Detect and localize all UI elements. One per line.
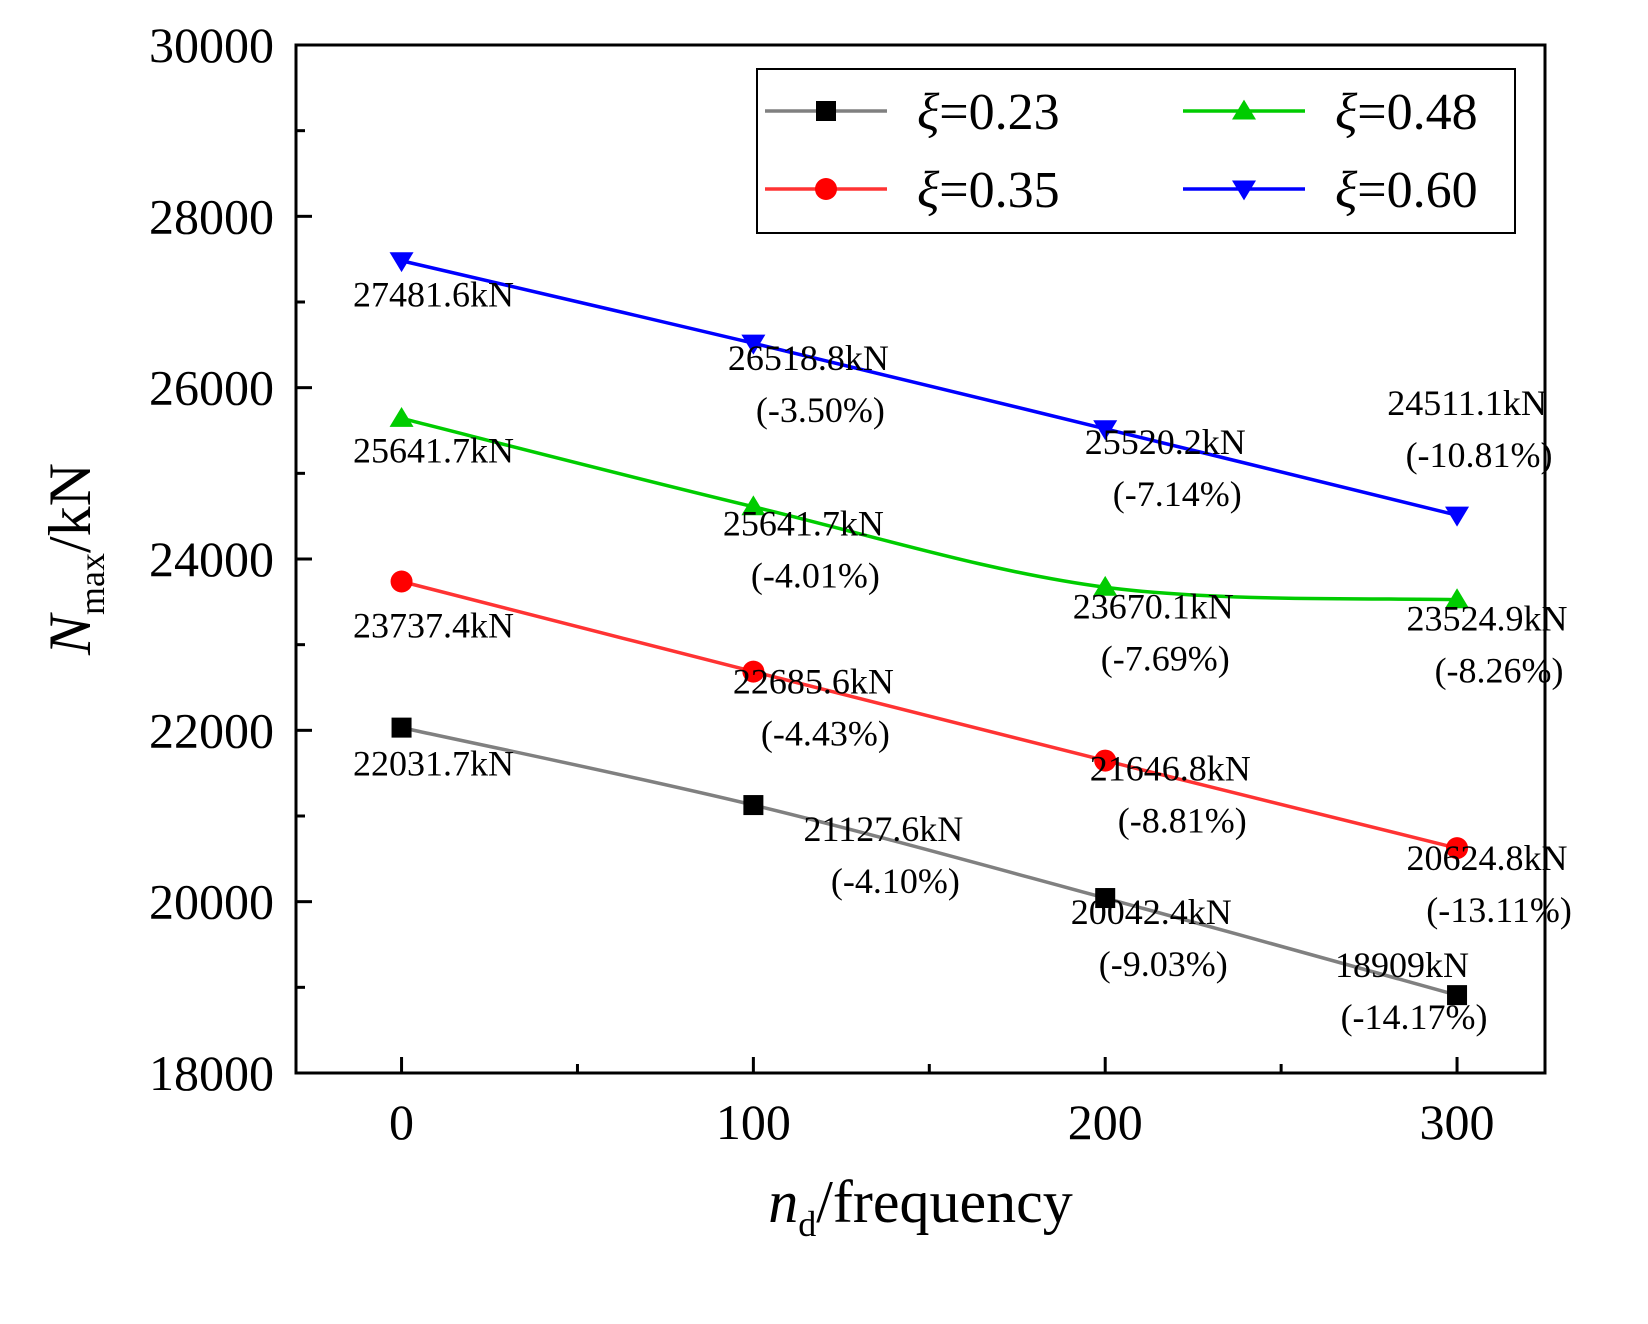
y-tick-label: 30000 <box>149 17 274 73</box>
data-label: (-4.01%) <box>751 556 880 596</box>
data-label: 23670.1kN <box>1073 586 1234 626</box>
legend-symbol: ξ <box>917 162 940 219</box>
data-point <box>1093 420 1118 441</box>
legend-item: ξ=0.23 <box>765 84 1060 141</box>
x-axis-title: nd/frequency <box>768 1169 1073 1244</box>
data-label: 20624.8kN <box>1407 838 1568 878</box>
x-tick-label: 100 <box>716 1094 791 1150</box>
data-label: 21646.8kN <box>1090 749 1251 789</box>
data-label: 25641.7kN <box>723 504 884 544</box>
legend-box <box>756 68 1516 234</box>
data-label: (-8.26%) <box>1435 651 1564 691</box>
data-label: (-4.43%) <box>761 714 890 754</box>
legend-label: ξ=0.35 <box>917 162 1060 219</box>
y-axis-title: Nmax/kN <box>37 463 112 656</box>
y-axis-title-subscript: max <box>72 553 112 615</box>
data-label: 25641.7kN <box>353 430 514 470</box>
x-tick-label: 0 <box>389 1094 414 1150</box>
legend-marker <box>815 178 837 200</box>
legend-value: =0.60 <box>1357 162 1477 219</box>
data-label: 22685.6kN <box>733 662 894 702</box>
series-line-2 <box>401 416 1458 602</box>
data-point <box>1095 888 1116 909</box>
y-tick-label: 28000 <box>149 188 274 244</box>
data-label: 20042.4kN <box>1071 892 1232 932</box>
data-label: 21127.6kN <box>804 809 964 849</box>
series-line-0 <box>401 725 1458 997</box>
legend-value: =0.23 <box>939 84 1059 141</box>
plot-area-frame <box>294 43 1547 1075</box>
y-axis-title-symbol: N <box>37 612 103 656</box>
data-point <box>742 660 765 683</box>
data-label: (-13.11%) <box>1426 890 1572 930</box>
data-point <box>391 717 412 738</box>
data-point <box>1446 837 1469 860</box>
data-point <box>743 795 764 816</box>
data-label: 18909kN <box>1335 945 1469 985</box>
legend-label: ξ=0.23 <box>917 84 1060 141</box>
y-axis-title-unit: /kN <box>37 463 103 553</box>
series-line-3 <box>401 259 1458 517</box>
data-point <box>1094 749 1117 772</box>
legend-symbol: ξ <box>917 84 940 141</box>
legend-label: ξ=0.48 <box>1335 84 1478 141</box>
data-point <box>389 406 414 427</box>
y-tick-label: 20000 <box>149 874 274 930</box>
legend-marker <box>1232 180 1256 201</box>
legend-marker <box>1232 99 1256 120</box>
series-lines <box>401 259 1458 997</box>
data-label: 24511.1kN <box>1387 383 1547 423</box>
x-tick-label: 300 <box>1420 1094 1495 1150</box>
data-point <box>389 252 414 273</box>
data-label: (-10.81%) <box>1406 435 1553 475</box>
y-tick-label: 26000 <box>149 360 274 416</box>
tick-labels: 18000 20000 22000 24000 26000 28000 30000 0 100 2… <box>149 17 1495 1150</box>
data-point <box>741 495 766 516</box>
data-label: (-14.17%) <box>1341 997 1488 1037</box>
legend-item: ξ=0.60 <box>1183 162 1478 219</box>
legend-item: ξ=0.48 <box>1183 84 1478 141</box>
data-point <box>1445 588 1470 609</box>
legend-value: =0.48 <box>1357 84 1477 141</box>
data-label: (-3.50%) <box>756 390 885 430</box>
legend-symbol: ξ <box>1335 162 1358 219</box>
data-label: (-7.14%) <box>1113 474 1242 514</box>
data-label: (-8.81%) <box>1118 801 1247 841</box>
legend-symbol: ξ <box>1335 84 1358 141</box>
legend-value: =0.35 <box>939 162 1059 219</box>
data-label: 25520.2kN <box>1085 422 1246 462</box>
data-label: 26518.8kN <box>728 338 889 378</box>
data-point <box>1445 506 1470 527</box>
data-point <box>390 570 413 593</box>
data-label: 23737.4kN <box>353 605 514 645</box>
legend-label: ξ=0.60 <box>1335 162 1478 219</box>
data-label: 27481.6kN <box>353 275 514 315</box>
series-line-1 <box>401 579 1458 850</box>
data-point <box>1093 575 1118 596</box>
y-tick-label: 22000 <box>149 702 274 758</box>
x-axis-title-unit: /frequency <box>816 1169 1073 1235</box>
x-tick-label: 200 <box>1068 1094 1143 1150</box>
y-tick-label: 24000 <box>149 531 274 587</box>
data-label: (-7.69%) <box>1101 638 1230 678</box>
legend: ξ=0.23 ξ=0.48ξ=0.35 ξ=0.60 <box>756 68 1516 234</box>
data-labels: 22031.7kN 21127.6kN (-4.10%) 20042.4kN (-9.0… <box>353 275 1572 1037</box>
x-axis-title-subscript: d <box>798 1204 816 1244</box>
y-tick-label: 18000 <box>149 1045 274 1101</box>
data-label: 23524.9kN <box>1407 599 1568 639</box>
data-markers <box>389 252 1470 1006</box>
legend-item: ξ=0.35 <box>765 162 1060 219</box>
data-point <box>1447 985 1468 1006</box>
x-axis-title-symbol: n <box>768 1169 798 1235</box>
legend-marker <box>816 101 836 121</box>
data-label: (-4.10%) <box>831 861 960 901</box>
data-label: (-9.03%) <box>1099 944 1228 984</box>
data-label: 22031.7kN <box>353 744 514 784</box>
data-point <box>741 334 766 355</box>
